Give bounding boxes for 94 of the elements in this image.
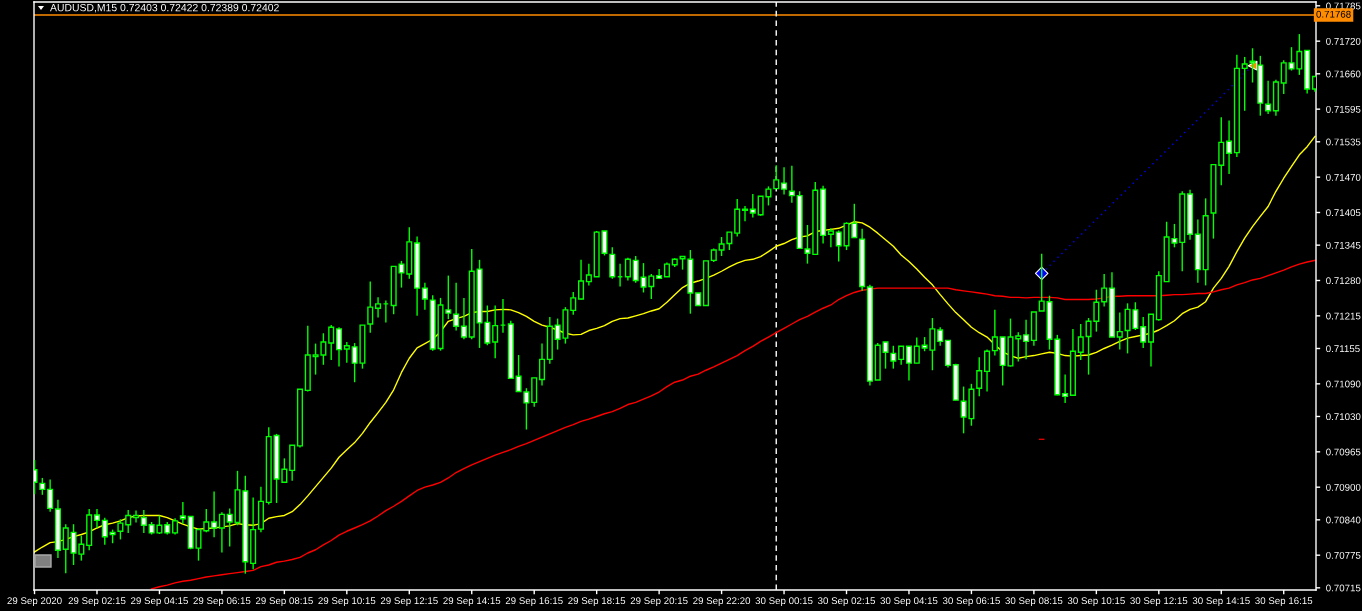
candlestick <box>179 501 186 525</box>
x-tick-label: 30 Sep 10:15 <box>1067 597 1125 607</box>
candlestick <box>741 205 749 222</box>
candlestick <box>117 518 124 541</box>
candlestick <box>328 324 335 361</box>
x-tick-label: 29 Sep 06:15 <box>193 597 251 607</box>
candlestick <box>47 478 54 513</box>
candlestick <box>788 165 795 204</box>
candlestick <box>1218 116 1225 187</box>
x-tick-label: 30 Sep 12:15 <box>1130 597 1188 607</box>
candlestick <box>609 246 616 280</box>
candlestick <box>976 356 983 398</box>
y-tick-label: 0.70900 <box>1326 483 1361 491</box>
y-tick-label: 0.71280 <box>1326 277 1361 285</box>
y-tick-label: 0.71155 <box>1326 345 1360 353</box>
candlestick <box>421 281 428 311</box>
candlestick <box>125 509 132 534</box>
x-tick-label: 29 Sep 22:20 <box>693 597 751 607</box>
candlestick <box>1023 318 1030 361</box>
candlestick <box>492 304 499 359</box>
candlestick <box>101 516 108 546</box>
candlestick <box>367 280 374 334</box>
y-tick-label: 0.70775 <box>1326 551 1361 559</box>
y-tick-label: 0.71030 <box>1326 413 1361 421</box>
y-tick-label: 0.71470 <box>1326 173 1361 181</box>
candlestick <box>890 345 897 370</box>
x-tick-label: 30 Sep 02:15 <box>817 597 876 607</box>
candlestick <box>335 326 343 368</box>
candlestick <box>624 256 631 282</box>
line-series <box>150 259 1316 590</box>
candlestick <box>937 326 944 347</box>
y-tick-label: 0.71215 <box>1326 312 1361 320</box>
x-tick-label: 29 Sep 20:15 <box>630 597 688 607</box>
candlestick <box>375 296 382 319</box>
candlestick <box>781 166 788 196</box>
x-tick-label: 30 Sep 08:15 <box>1005 597 1063 607</box>
x-tick-label: 29 Sep 04:15 <box>131 597 188 607</box>
x-tick-label: 29 Sep 10:15 <box>318 597 376 607</box>
candlestick <box>913 336 920 364</box>
y-tick-label: 0.70715 <box>1326 584 1361 592</box>
x-tick-label: 30 Sep 04:15 <box>880 597 938 607</box>
y-tick-label: 0.70840 <box>1326 516 1361 524</box>
x-tick-label: 29 Sep 2020 <box>7 597 62 607</box>
candlestick <box>62 523 69 574</box>
x-tick-label: 29 Sep 16:15 <box>505 597 563 607</box>
x-tick-label: 30 Sep 06:15 <box>942 597 1000 607</box>
candlestick <box>1101 273 1108 308</box>
chart-title: AUDUSD,M15 0.72403 0.72422 0.72389 0.72402 <box>50 3 279 13</box>
x-tick-label: 29 Sep 18:15 <box>568 597 626 607</box>
candlestick <box>93 508 101 529</box>
candlestick <box>585 262 592 287</box>
candlestick <box>656 268 663 280</box>
candlestick <box>898 345 905 366</box>
y-tick-label: 0.71535 <box>1326 138 1361 146</box>
candlestick <box>905 345 913 382</box>
candlestick <box>991 309 998 357</box>
x-tick-label: 29 Sep 08:15 <box>255 597 313 607</box>
candlestick <box>1062 373 1069 404</box>
x-tick-label: 29 Sep 14:15 <box>443 597 501 607</box>
ref-line-label: 0.71768 <box>1316 10 1351 18</box>
candlestick <box>1077 323 1084 361</box>
y-tick-label: 0.71785 <box>1326 2 1361 10</box>
x-tick-label: 30 Sep 00:15 <box>755 597 813 607</box>
candlestick <box>734 198 741 238</box>
y-tick-label: 0.71595 <box>1326 105 1361 113</box>
candlestick <box>578 259 585 301</box>
candlestick <box>460 297 467 340</box>
candlestick <box>218 511 225 554</box>
candlestick <box>538 342 546 387</box>
candlestick <box>343 341 350 364</box>
candlestick <box>570 291 577 316</box>
y-tick-label: 0.71660 <box>1326 70 1361 78</box>
candlestick <box>827 227 834 249</box>
y-tick-label: 0.71345 <box>1326 241 1361 249</box>
y-tick-label: 0.71090 <box>1326 380 1361 388</box>
candlestick <box>211 490 218 538</box>
candlestick <box>132 509 140 524</box>
x-tick-label: 29 Sep 02:15 <box>68 597 126 607</box>
candlestick <box>882 341 889 370</box>
candlestick <box>1226 119 1233 175</box>
y-tick-label: 0.71720 <box>1326 37 1361 45</box>
x-tick-label: 30 Sep 14:15 <box>1192 597 1250 607</box>
candlestick <box>749 193 756 219</box>
candlestick <box>1116 311 1123 351</box>
candlestick <box>140 509 147 534</box>
y-tick-label: 0.71405 <box>1326 209 1361 217</box>
candlestick <box>453 281 460 332</box>
x-tick-label: 30 Sep 16:15 <box>1255 597 1313 607</box>
y-tick-label: 0.70965 <box>1326 448 1361 456</box>
candlestick <box>984 348 991 393</box>
candlestick <box>1265 80 1272 115</box>
x-tick-label: 29 Sep 12:15 <box>380 597 438 607</box>
line-series <box>34 135 1316 553</box>
candlestick <box>1140 316 1147 349</box>
